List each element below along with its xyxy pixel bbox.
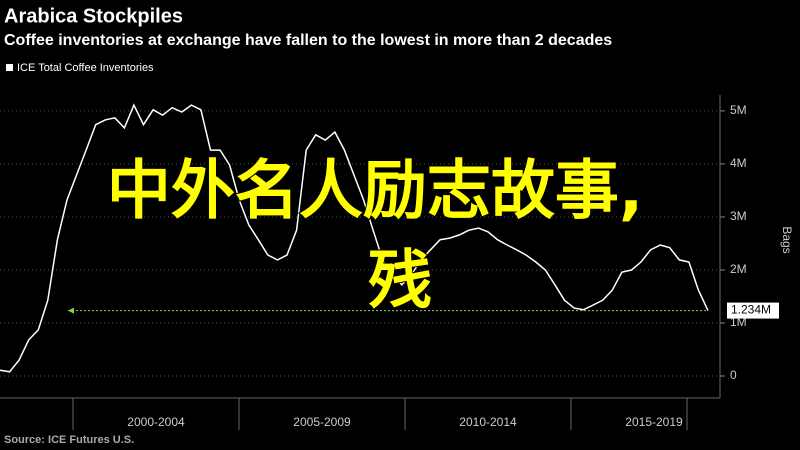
- y-tick-label: 5M: [730, 103, 747, 117]
- x-tick-label: 2015-2019: [625, 415, 683, 429]
- y-axis-label: Bags: [780, 226, 794, 253]
- reference-arrow: [68, 307, 74, 314]
- legend-label: ICE Total Coffee Inventories: [17, 62, 154, 74]
- chart-title: Arabica Stockpiles: [4, 5, 183, 27]
- value-label: 1.234M: [731, 303, 771, 317]
- y-tick-label: 3M: [730, 209, 747, 223]
- y-tick-label: 1M: [730, 315, 747, 329]
- x-tick-label: 2005-2009: [293, 415, 351, 429]
- source: Source: ICE Futures U.S.: [4, 434, 134, 446]
- x-tick-label: 2010-2014: [459, 415, 517, 429]
- y-tick-label: 2M: [730, 262, 747, 276]
- x-tick-label: 2000-2004: [127, 415, 185, 429]
- y-tick-label: 0: [730, 368, 737, 382]
- overlay-text: 残: [368, 245, 432, 319]
- legend-swatch: [6, 64, 13, 71]
- y-tick-label: 4M: [730, 156, 747, 170]
- value-label-box: [727, 302, 779, 319]
- overlay-text: 中外名人励志故事,: [107, 155, 643, 229]
- series-line: [0, 103, 709, 373]
- chart-subtitle: Coffee inventories at exchange have fall…: [4, 32, 612, 49]
